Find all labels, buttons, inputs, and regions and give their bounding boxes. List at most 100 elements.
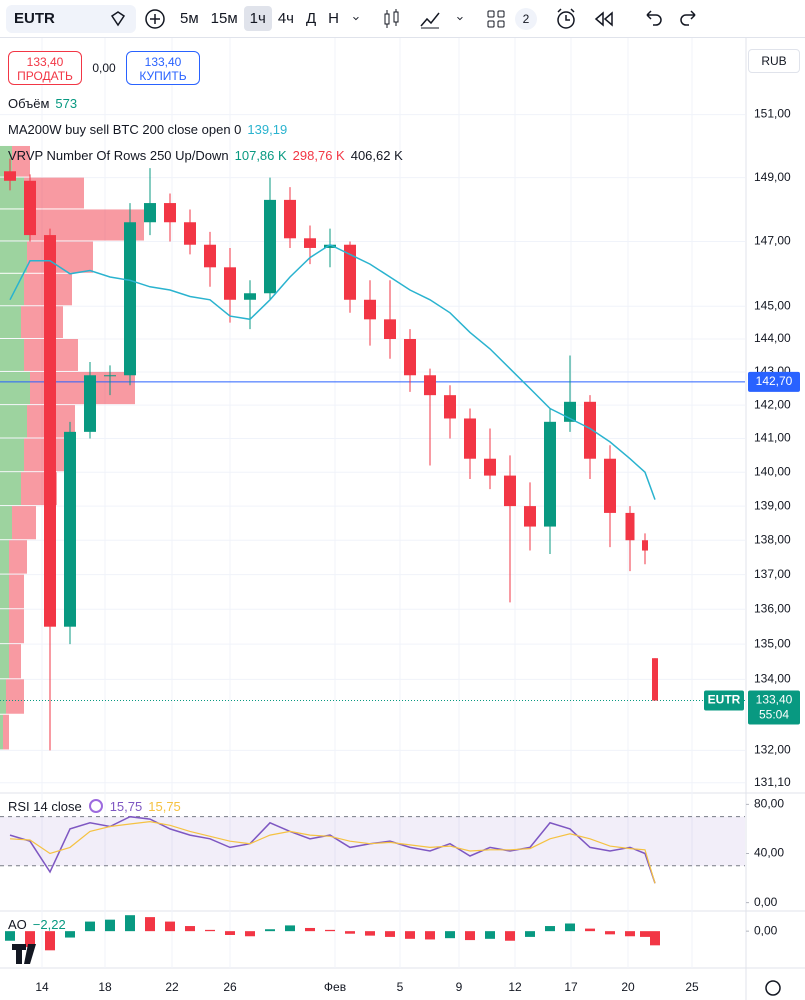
interval-button[interactable]: 5м bbox=[180, 10, 199, 27]
legend-value: −2,22 bbox=[32, 917, 66, 932]
settings-icon[interactable] bbox=[765, 980, 781, 996]
profile-up bbox=[0, 540, 9, 574]
diamond-icon bbox=[110, 10, 126, 26]
sell-button[interactable]: 133,40 ПРОДАТЬ bbox=[8, 51, 82, 85]
legend-value: 15,75 bbox=[148, 799, 181, 814]
dropdown-icon[interactable] bbox=[455, 6, 471, 32]
y-tick-label: 80,00 bbox=[754, 797, 784, 811]
interval-button[interactable]: Н bbox=[328, 10, 340, 27]
ao-bar bbox=[345, 931, 355, 934]
profile-up bbox=[0, 177, 24, 209]
toolbar: EUTR 5м 15м 1ч 4ч Д Н 2 bbox=[0, 0, 805, 38]
last-price-name: EUTR bbox=[708, 693, 741, 707]
spread: 0,00 bbox=[92, 61, 116, 75]
currency-button[interactable]: RUB bbox=[748, 49, 800, 73]
dropdown-icon[interactable] bbox=[351, 6, 367, 32]
ao-bar bbox=[265, 929, 275, 932]
y-tick-label: 40,00 bbox=[754, 846, 784, 860]
ao-legend: AO −2,22 bbox=[8, 917, 72, 932]
legend-value: 107,86 K bbox=[234, 148, 287, 163]
candle-body bbox=[164, 203, 176, 223]
profile-down bbox=[3, 714, 9, 750]
undo-icon[interactable] bbox=[639, 6, 665, 32]
price-tag-box bbox=[748, 371, 800, 392]
candle-body bbox=[584, 401, 596, 459]
rsi-line bbox=[9, 820, 656, 884]
profile-down bbox=[6, 679, 24, 714]
ao-bar bbox=[145, 917, 155, 932]
ao-bar bbox=[425, 931, 435, 940]
symbol-search[interactable]: EUTR bbox=[6, 4, 136, 33]
chart-type-icon[interactable] bbox=[379, 6, 405, 32]
profile-up bbox=[0, 371, 30, 405]
profile-up bbox=[0, 405, 27, 438]
profile-down bbox=[21, 306, 63, 339]
profile-down bbox=[9, 609, 24, 644]
ma-legend: MA200W buy sell BTC 200 close open 0 139,… bbox=[8, 122, 293, 137]
candle-body bbox=[404, 339, 416, 376]
ao-bar bbox=[485, 931, 495, 939]
buy-button[interactable]: 133,40 КУПИТЬ bbox=[126, 51, 200, 85]
trade-panel: 133,40 ПРОДАТЬ 0,00 133,40 КУПИТЬ bbox=[8, 51, 200, 85]
legend-value: 139,19 bbox=[247, 122, 288, 137]
profile-down bbox=[9, 574, 24, 609]
last-price-name-box bbox=[704, 690, 744, 711]
legend-title: MA200W buy sell BTC 200 close open 0 bbox=[8, 122, 242, 137]
candle-body bbox=[224, 267, 236, 300]
ma-line bbox=[9, 243, 656, 500]
y-tick-label: 135,00 bbox=[754, 636, 791, 650]
candle-body bbox=[464, 418, 476, 459]
ao-bar bbox=[105, 919, 115, 932]
x-tick-label: 26 bbox=[223, 980, 237, 994]
alert-icon[interactable] bbox=[553, 6, 579, 32]
buy-label: КУПИТЬ bbox=[139, 69, 187, 83]
legend-value: 298,76 K bbox=[292, 148, 345, 163]
ao-bar bbox=[325, 929, 335, 932]
x-tick-label: 20 bbox=[621, 980, 635, 994]
layout-icon[interactable] bbox=[483, 6, 509, 32]
profile-up bbox=[0, 306, 21, 339]
candle-body bbox=[244, 293, 256, 300]
y-tick-label: 144,00 bbox=[754, 331, 791, 345]
candle-body bbox=[264, 199, 276, 294]
candle-body bbox=[642, 540, 648, 551]
replay-icon[interactable] bbox=[591, 6, 617, 32]
add-symbol-icon[interactable] bbox=[142, 6, 168, 32]
interval-button[interactable]: 1ч bbox=[243, 6, 272, 31]
rsi-icon bbox=[88, 799, 103, 813]
ao-bar bbox=[225, 931, 235, 935]
redo-icon[interactable] bbox=[677, 6, 703, 32]
interval-button[interactable]: Д bbox=[306, 10, 317, 27]
profile-up bbox=[0, 241, 27, 273]
profile-up bbox=[0, 438, 24, 472]
candle-body bbox=[504, 475, 516, 507]
profile-down bbox=[12, 506, 36, 540]
profile-up bbox=[0, 145, 12, 177]
candle-body bbox=[64, 431, 76, 627]
profile-down bbox=[9, 540, 27, 574]
ao-bar bbox=[505, 931, 515, 941]
ao-bar bbox=[625, 931, 635, 937]
ao-bar bbox=[65, 931, 75, 938]
interval-button[interactable]: 4ч bbox=[277, 10, 294, 27]
ao-bar bbox=[465, 931, 475, 941]
x-tick-label: 9 bbox=[456, 980, 463, 994]
legend-title: RSI 14 close bbox=[8, 799, 82, 814]
last-price-label: 133,40 bbox=[756, 693, 793, 707]
candle-body bbox=[604, 458, 616, 513]
y-tick-label: 139,00 bbox=[754, 498, 791, 512]
ao-bar bbox=[365, 931, 375, 936]
ao-bar bbox=[85, 921, 95, 932]
legend-title: AO bbox=[8, 917, 27, 932]
candle-body bbox=[84, 375, 96, 432]
rsi-legend: RSI 14 close 15,75 15,75 bbox=[8, 799, 187, 814]
profile-up bbox=[0, 644, 9, 679]
indicators-icon[interactable] bbox=[417, 6, 443, 32]
interval-button[interactable]: 15м bbox=[210, 10, 238, 27]
candle-body bbox=[304, 238, 316, 248]
legend-title: Объём bbox=[8, 96, 50, 111]
y-tick-label: 0,00 bbox=[754, 923, 778, 937]
candle-body bbox=[144, 203, 156, 223]
ao-bar bbox=[565, 923, 575, 932]
